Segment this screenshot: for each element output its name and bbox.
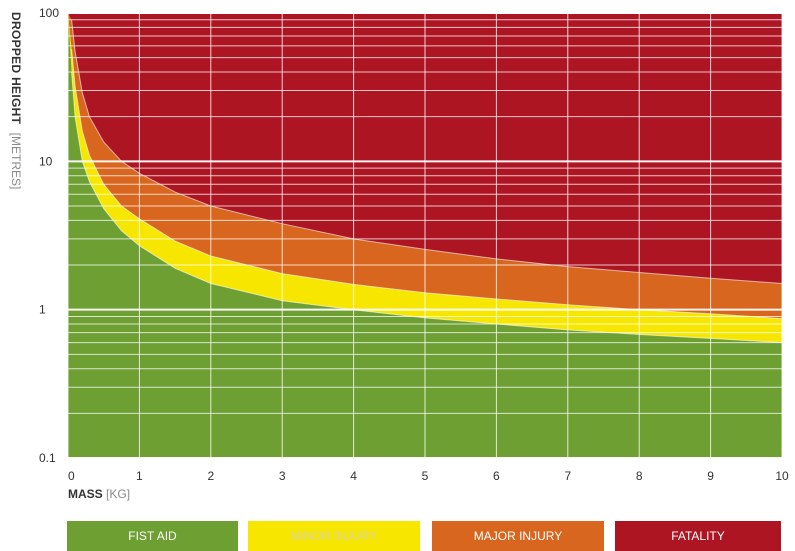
y-tick-label: 100 [39, 6, 59, 20]
y-axis-label: DROPPED HEIGHT [METRES] [8, 12, 25, 189]
chart-grid [67, 12, 783, 459]
y-tick-label: 10 [39, 154, 53, 168]
x-tick-label: 3 [279, 469, 286, 483]
x-tick-label: 10 [775, 469, 789, 483]
legend-item-fist-aid: FIST AID [67, 521, 238, 551]
x-tick-label: 0 [68, 469, 75, 483]
legend-item-major-injury: MAJOR INJURY [432, 521, 604, 551]
legend-item-fatality: FATALITY [615, 521, 781, 551]
y-axis-title: DROPPED HEIGHT [9, 12, 23, 125]
y-tick-label: 1 [39, 303, 46, 317]
legend: FIST AID MINOR INJURY MAJOR INJURY FATALITY [67, 521, 781, 551]
x-tick-label: 5 [422, 469, 429, 483]
x-axis-ticks: 0 1 2 3 4 5 6 7 8 9 10 [68, 469, 789, 483]
svg-text:DROPPED HEIGHT [METRES]: DROPPED HEIGHT [METRES] [8, 12, 25, 189]
y-axis-ticks: 0.1 1 10 100 [39, 6, 59, 465]
y-tick-label: 0.1 [39, 451, 56, 465]
x-tick-label: 9 [707, 469, 714, 483]
x-tick-label: 6 [493, 469, 500, 483]
x-axis-unit: [KG] [106, 487, 131, 501]
x-axis-title: MASS [68, 487, 103, 501]
x-tick-label: 7 [564, 469, 571, 483]
y-axis-unit: [METRES] [9, 133, 23, 190]
legend-item-minor-injury: MINOR INJURY [248, 521, 420, 551]
x-tick-label: 1 [136, 469, 143, 483]
x-axis-label: MASS [KG] [68, 487, 130, 501]
x-tick-label: 2 [207, 469, 214, 483]
x-tick-label: 8 [636, 469, 643, 483]
x-tick-label: 4 [350, 469, 357, 483]
